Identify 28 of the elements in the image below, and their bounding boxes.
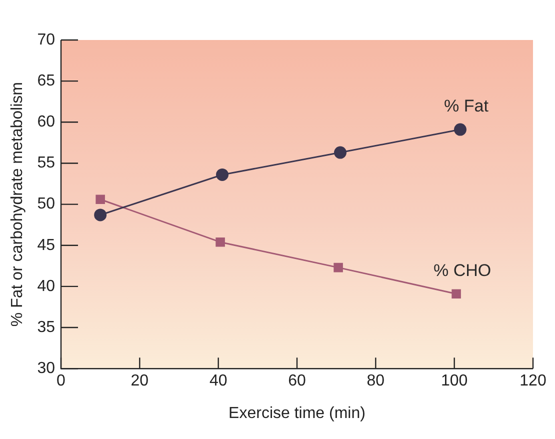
x-tick-label: 100	[440, 372, 468, 390]
point	[334, 262, 343, 272]
y-tick-label: 45	[37, 236, 56, 254]
x-tick-label: 0	[56, 372, 66, 390]
x-tick-label: 60	[288, 372, 306, 390]
x-tick-label: 40	[209, 372, 228, 390]
point	[216, 168, 229, 181]
y-tick-label: 70	[37, 31, 56, 48]
y-tick-label: 30	[37, 360, 56, 378]
series-label: % Fat	[444, 96, 489, 116]
y-tick-label: 50	[37, 196, 56, 213]
y-tick-label: 65	[37, 72, 56, 90]
point	[452, 289, 461, 298]
x-tick-label: 120	[520, 372, 546, 390]
point	[454, 123, 466, 136]
y-tick-label: 35	[37, 318, 56, 336]
x-axis-title: Exercise time (min)	[228, 404, 366, 422]
y-axis-title: % Fat or carbohydrate metabolism	[9, 82, 26, 327]
x-tick-label: 20	[130, 372, 149, 390]
point	[94, 208, 107, 222]
point	[334, 146, 347, 159]
y-tick-label: 60	[37, 114, 56, 131]
y-tick-label: 40	[37, 278, 56, 295]
point	[216, 237, 225, 247]
x-tick-label: 80	[366, 372, 385, 390]
y-tick-label: 55	[37, 154, 56, 172]
point	[96, 194, 105, 204]
series-label: % CHO	[433, 261, 492, 280]
